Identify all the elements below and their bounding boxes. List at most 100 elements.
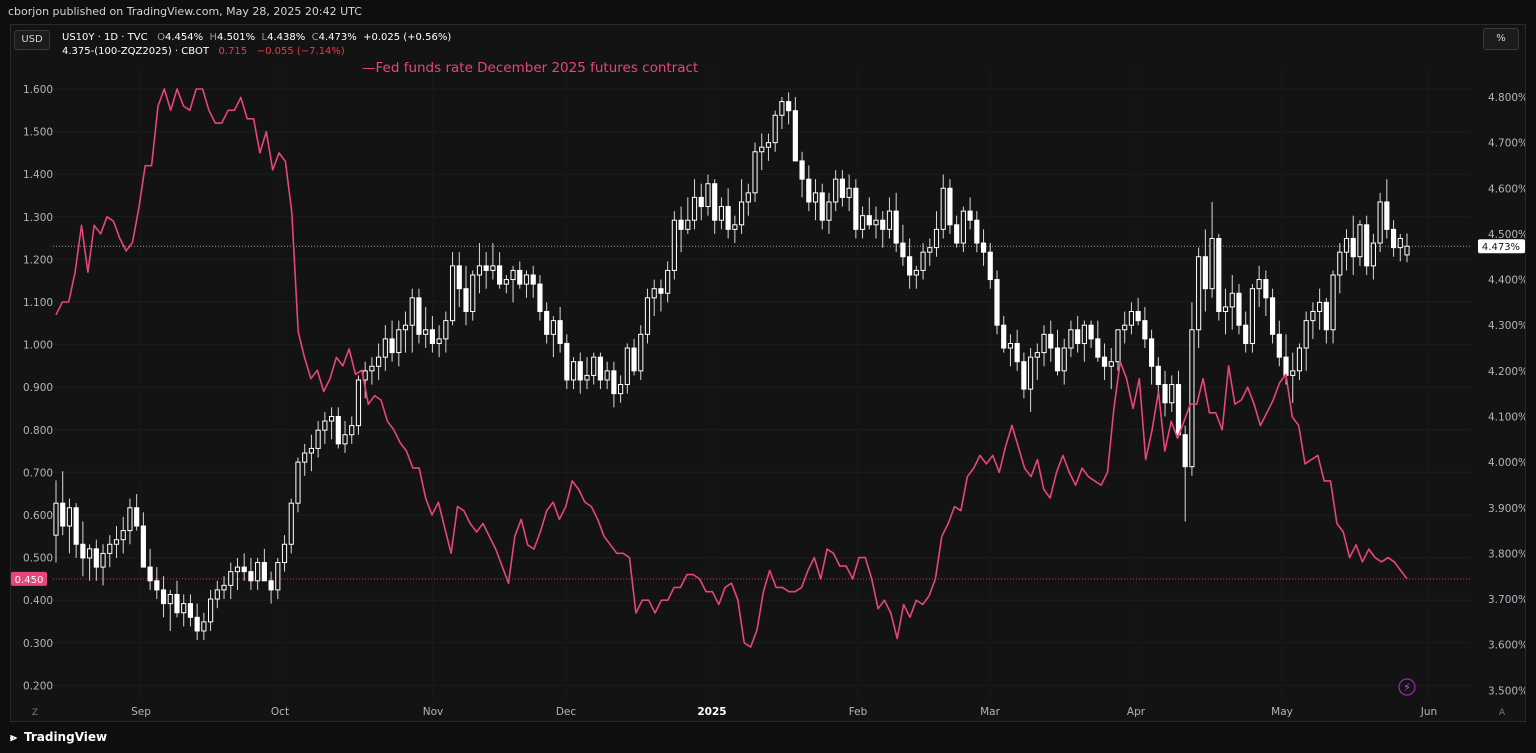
candle-body [288, 502, 294, 545]
candle-body [80, 543, 86, 559]
x-axis-tick: Nov [423, 706, 444, 718]
candle-body [248, 571, 254, 582]
candle-body [671, 219, 677, 271]
candle-body [490, 265, 496, 271]
candle-body [1236, 292, 1242, 326]
candle-body [725, 206, 731, 230]
candle-body [1390, 228, 1397, 249]
candle-body [255, 562, 261, 582]
candle-body [947, 187, 953, 226]
candle-body [463, 288, 469, 313]
candle-body [1122, 324, 1128, 331]
candle-body [127, 507, 133, 532]
candle-body [826, 201, 832, 221]
left-axis-tick: 0.200 [23, 680, 53, 692]
fed-funds-spread-line [55, 88, 1408, 648]
tradingview-logo-icon: ⩺ [10, 730, 17, 744]
candle-body [187, 603, 194, 618]
left-axis-tick: 1.000 [23, 340, 53, 352]
x-axis-tick: Mar [980, 706, 1000, 718]
left-axis-tick: 0.300 [23, 638, 53, 650]
x-axis-tick: 2025 [697, 706, 726, 718]
candle-body [1175, 384, 1182, 436]
high-label: H [209, 32, 218, 43]
lightning-icon-glyph: ⚡ [1403, 681, 1411, 694]
candle-body [302, 452, 308, 463]
candle-body [510, 269, 516, 281]
candle-body [718, 206, 725, 221]
chart-annotation: —Fed funds rate December 2025 futures co… [362, 60, 699, 76]
brand-text: TradingView [23, 730, 108, 744]
candle-body [987, 251, 993, 281]
tradingview-logo[interactable]: ⩺ TradingView [10, 730, 107, 745]
candle-body [1269, 297, 1276, 335]
candle-body [1337, 251, 1343, 276]
percent-scale-button[interactable]: % [1483, 28, 1519, 50]
candle-body [940, 187, 946, 230]
candle-body [1357, 224, 1363, 258]
candle-body [712, 183, 718, 221]
candle-body [322, 420, 328, 431]
candle-body [416, 297, 422, 335]
candle-body [1028, 356, 1034, 390]
right-axis-tick: 4.700% [1488, 138, 1525, 150]
candle-body [1283, 356, 1289, 376]
right-axis-tick: 3.600% [1488, 640, 1525, 652]
right-axis-tick: 4.300% [1488, 320, 1525, 332]
candle-body [954, 224, 960, 244]
plot-svg[interactable]: 1.600 1.500 1.400 1.300 1.200 1.100 1.000 0.900… [11, 25, 1525, 721]
x-axis-tick: Dec [556, 706, 577, 718]
candle-body [140, 525, 146, 568]
candle-body [376, 356, 382, 367]
candle-body [611, 370, 617, 395]
candle-body [201, 621, 207, 632]
candle-body [241, 566, 247, 573]
candle-body [819, 192, 825, 221]
lightning-icon[interactable] [1398, 678, 1416, 696]
candle-body [214, 589, 220, 600]
candle-body [1209, 237, 1215, 290]
candle-body [920, 251, 926, 271]
candle-body [1075, 329, 1081, 344]
legend-main: US10Y · 1D · TVC O4.454% H4.501% L4.438%… [62, 32, 451, 43]
chart-area[interactable]: USD % US10Y · 1D · TVC O4.454% H4.501% L… [10, 24, 1526, 722]
candle-body [93, 548, 99, 568]
publisher-text: cborjon published on TradingView.com, Ma… [8, 5, 362, 18]
candle-body [167, 593, 173, 605]
candle-body [772, 114, 778, 144]
currency-button[interactable]: USD [14, 30, 50, 50]
left-axis-tick: 1.500 [23, 127, 53, 139]
candle-body [644, 297, 651, 335]
left-axis-tick: 1.100 [23, 297, 53, 309]
candle-body [261, 562, 267, 582]
candle-body [53, 502, 59, 536]
candle-body [732, 224, 738, 230]
candle-body [523, 274, 530, 285]
candle-body [1243, 324, 1249, 344]
x-axis-tick: Sep [131, 706, 151, 718]
candle-body [907, 256, 913, 276]
symbol-label[interactable]: US10Y · 1D · TVC [62, 32, 148, 43]
candle-body [396, 329, 402, 354]
candle-body [1135, 311, 1141, 322]
candle-body [174, 593, 180, 614]
candle-body [1350, 237, 1356, 258]
low-label: L [261, 32, 268, 43]
candle-body [1007, 342, 1014, 349]
candle-body [604, 370, 610, 381]
candle-body [913, 269, 919, 276]
candle-body [342, 434, 348, 445]
candle-body [497, 265, 503, 285]
candle-body [429, 329, 435, 344]
candle-body [738, 201, 745, 226]
candle-body [208, 598, 214, 623]
left-axis-tick: 0.800 [23, 425, 53, 437]
timezone-left: Z [32, 708, 38, 718]
candle-body [382, 338, 388, 358]
candle-body [537, 283, 543, 313]
candle-body [1081, 324, 1087, 344]
candle-body [1155, 365, 1161, 386]
candle-body [369, 365, 375, 372]
secondary-symbol[interactable]: 4.375-(100-ZQZ2025) · CBOT [62, 46, 209, 57]
right-axis-tick: 4.100% [1488, 411, 1525, 423]
